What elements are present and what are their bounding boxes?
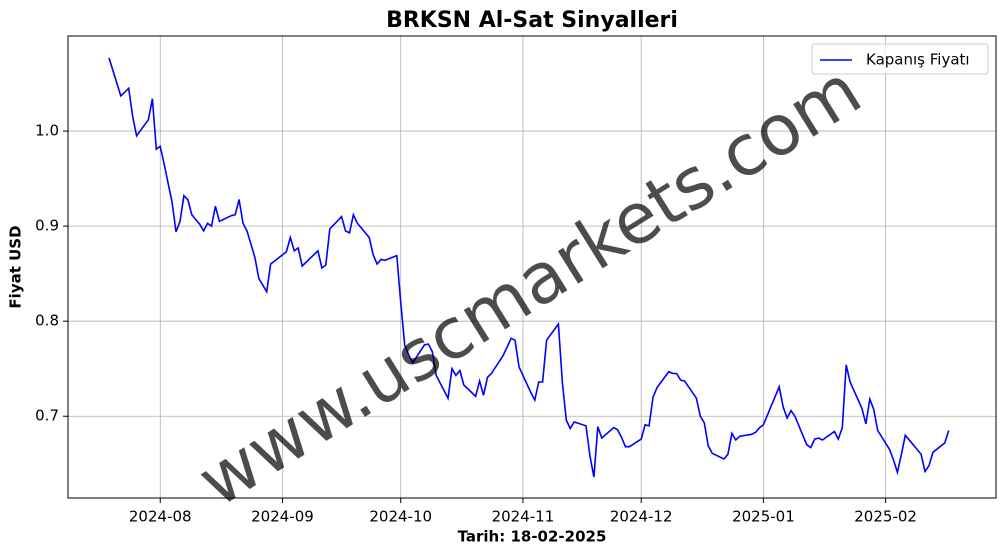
x-tick-label: 2024-11 [492,508,555,526]
y-tick-label: 0.9 [35,217,59,235]
y-tick-label: 0.7 [35,407,59,425]
watermark: www.uscmarkets.com [184,49,875,523]
x-tick-label: 2025-02 [854,508,917,526]
legend-box [811,43,989,75]
x-axis-label: Tarih: 18-02-2025 [458,528,607,546]
plot-frame [67,35,997,499]
x-tick-label: 2025-01 [732,508,795,526]
x-tick-label: 2024-08 [129,508,192,526]
y-axis-label: Fiyat USD [7,225,25,308]
y-tick-label: 1.0 [35,122,59,140]
x-tick-label: 2024-12 [610,508,673,526]
chart-title: BRKSN Al-Sat Sinyalleri [386,8,678,33]
x-tick-label: 2024-10 [369,508,432,526]
price-line [108,57,950,478]
y-tick-label: 0.8 [35,312,59,330]
x-tick-label: 2024-09 [251,508,314,526]
legend-label: Kapanış Fiyatı [866,51,970,69]
